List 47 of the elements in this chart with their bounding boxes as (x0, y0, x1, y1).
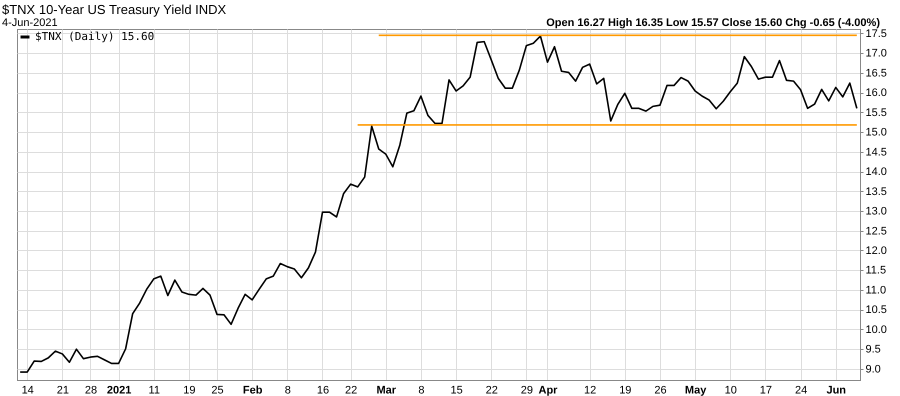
y-tick-label: 13.0 (866, 206, 887, 218)
x-tick-label: 22 (486, 384, 498, 396)
text: Open 16.27 High 16.35 Low 15.57 Close 15.60 Chg -0.65 (-4.00%) (546, 17, 880, 29)
y-tick-label: 9.0 (866, 363, 881, 376)
x-tick-label: 29 (520, 384, 534, 396)
x-tick-label: 25 (211, 384, 224, 396)
x-tick-label: 2021 (106, 384, 132, 396)
y-tick-label: 13.5 (866, 186, 887, 198)
x-tick-label: May (684, 384, 708, 396)
y-tick-label: 11.0 (866, 284, 886, 296)
y-tick-label: 12.5 (866, 225, 887, 238)
x-tick-label: Mar (376, 384, 397, 396)
x-tick-label: 26 (654, 384, 667, 396)
legend-label: $TNX (Daily) 15.60 (35, 30, 154, 43)
y-tick-label: 12.0 (866, 244, 887, 257)
x-tick-label: 19 (619, 384, 632, 396)
y-tick-label: 17.0 (866, 48, 887, 60)
y-tick-label: 10.0 (866, 324, 887, 336)
x-tick-label: 16 (316, 384, 330, 396)
y-tick-label: 15.0 (866, 126, 887, 139)
chart-subtitle: 4-Jun-2021 (2, 17, 58, 29)
x-tick-label: Apr (538, 384, 558, 396)
x-tick-label: 17 (760, 384, 772, 396)
x-tick-label: 24 (794, 384, 808, 396)
y-tick-label: 16.5 (866, 67, 887, 80)
y-tick-label: 17.5 (866, 28, 887, 40)
x-tick-label: 12 (584, 384, 596, 396)
y-tick-label: 10.5 (866, 304, 887, 316)
x-tick-label: 22 (344, 384, 358, 396)
x-tick-label: 8 (284, 384, 291, 396)
y-tick-label: 14.5 (866, 146, 887, 158)
x-tick-label: 14 (22, 384, 34, 396)
x-tick-label: 8 (418, 384, 424, 396)
y-tick-label: 11.5 (866, 264, 886, 277)
x-tick-label: 21 (56, 384, 69, 396)
x-tick-label: 28 (84, 384, 98, 396)
x-tick-label: 19 (183, 384, 196, 396)
x-tick-label: Jun (826, 384, 846, 396)
x-tick-label: 15 (450, 384, 463, 396)
y-tick-label: 9.5 (866, 344, 881, 356)
y-tick-label: 15.5 (866, 106, 887, 119)
y-tick-label: 14.0 (866, 166, 887, 178)
chart-title: $TNX 10-Year US Treasury Yield INDX (2, 2, 227, 17)
x-tick-label: Feb (242, 384, 263, 396)
x-tick-label: 11 (148, 384, 160, 396)
x-tick-label: 10 (724, 384, 737, 396)
y-tick-label: 16.0 (866, 87, 887, 100)
